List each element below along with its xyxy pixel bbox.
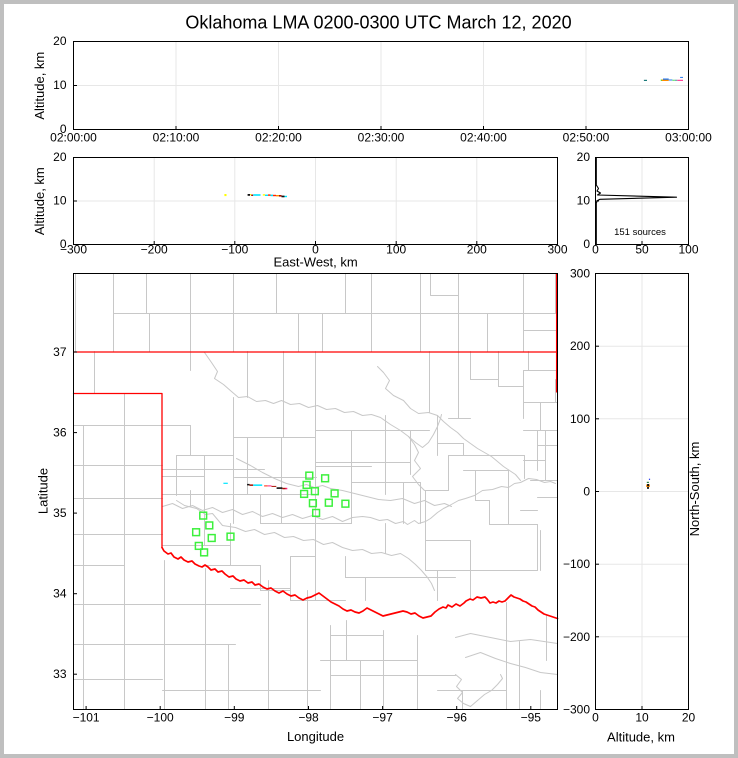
svg-text:300: 300	[570, 267, 590, 281]
svg-text:10: 10	[577, 194, 591, 208]
svg-text:Altitude, km: Altitude, km	[32, 167, 47, 235]
svg-text:20: 20	[53, 34, 67, 48]
svg-text:0: 0	[583, 485, 590, 499]
svg-text:02:10:00: 02:10:00	[153, 131, 200, 145]
svg-text:200: 200	[467, 242, 487, 256]
svg-text:100: 100	[386, 242, 406, 256]
svg-text:−300: −300	[60, 242, 87, 256]
svg-text:20: 20	[682, 711, 696, 725]
svg-text:20: 20	[577, 150, 591, 164]
svg-text:36: 36	[53, 426, 67, 440]
svg-text:Altitude, km: Altitude, km	[32, 52, 47, 120]
svg-text:0: 0	[60, 122, 67, 136]
svg-text:Longitude: Longitude	[287, 729, 344, 744]
svg-text:Altitude, km: Altitude, km	[607, 730, 675, 745]
svg-text:02:40:00: 02:40:00	[460, 131, 507, 145]
svg-text:300: 300	[547, 242, 567, 256]
svg-text:10: 10	[53, 78, 67, 92]
svg-text:0: 0	[60, 237, 67, 251]
svg-text:20: 20	[53, 150, 67, 164]
svg-text:37: 37	[53, 345, 67, 359]
svg-text:35: 35	[53, 506, 67, 520]
svg-text:East-West, km: East-West, km	[273, 255, 357, 270]
svg-text:02:00:00: 02:00:00	[50, 131, 97, 145]
svg-text:200: 200	[570, 339, 590, 353]
svg-text:−96: −96	[447, 711, 468, 725]
svg-text:−97: −97	[372, 711, 393, 725]
svg-text:02:50:00: 02:50:00	[563, 131, 610, 145]
svg-text:0: 0	[312, 242, 319, 256]
svg-text:−98: −98	[298, 711, 319, 725]
svg-text:−300: −300	[563, 703, 590, 717]
svg-text:10: 10	[53, 194, 67, 208]
svg-text:34: 34	[53, 587, 67, 601]
svg-text:0: 0	[583, 237, 590, 251]
svg-text:Latitude: Latitude	[36, 468, 51, 514]
svg-text:−100: −100	[147, 711, 174, 725]
svg-text:02:30:00: 02:30:00	[358, 131, 405, 145]
svg-text:0: 0	[592, 711, 599, 725]
svg-text:0: 0	[592, 242, 599, 256]
svg-text:03:00:00: 03:00:00	[665, 131, 712, 145]
svg-text:−101: −101	[73, 711, 100, 725]
svg-text:−100: −100	[563, 557, 590, 571]
svg-text:100: 100	[570, 412, 590, 426]
svg-text:50: 50	[635, 242, 649, 256]
svg-text:−99: −99	[224, 711, 245, 725]
svg-text:−200: −200	[563, 630, 590, 644]
svg-text:Oklahoma LMA 0200-0300 UTC Mar: Oklahoma LMA 0200-0300 UTC March 12, 202…	[185, 13, 571, 33]
svg-text:10: 10	[635, 711, 649, 725]
svg-text:33: 33	[53, 667, 67, 681]
svg-text:North-South, km: North-South, km	[687, 442, 702, 537]
svg-text:−95: −95	[521, 711, 542, 725]
svg-text:151 sources: 151 sources	[614, 227, 666, 238]
svg-text:100: 100	[678, 242, 698, 256]
svg-text:−200: −200	[141, 242, 168, 256]
svg-text:−100: −100	[221, 242, 248, 256]
svg-text:02:20:00: 02:20:00	[255, 131, 302, 145]
